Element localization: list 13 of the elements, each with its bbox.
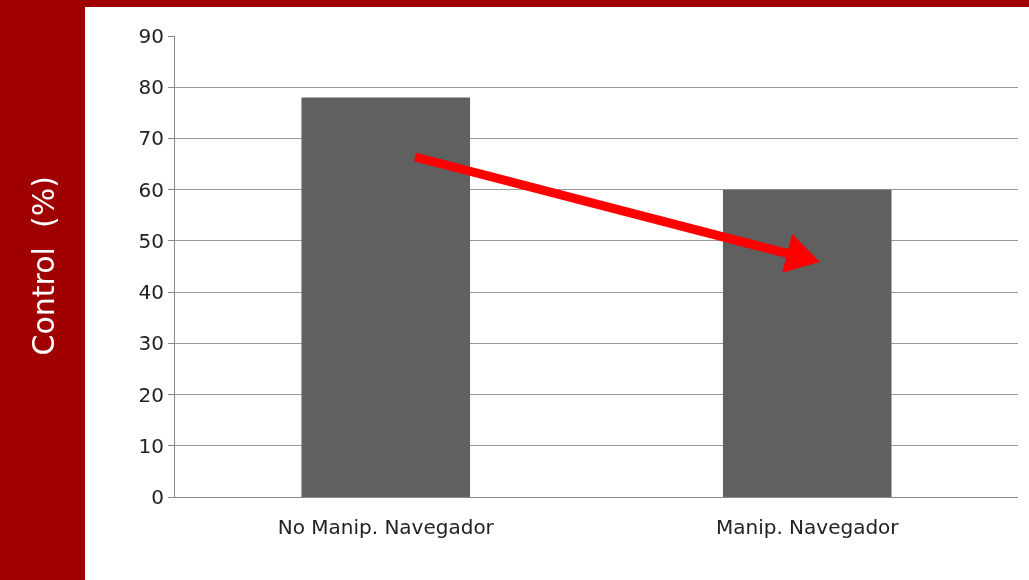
y-tick-label: 90	[138, 24, 164, 48]
x-tick-label: Manip. Navegador	[715, 515, 900, 539]
y-axis-title: Control (%)	[25, 176, 61, 356]
y-tick-label: 60	[138, 177, 164, 202]
y-tick-label: 80	[138, 75, 164, 100]
y-tick-label: 10	[138, 433, 164, 458]
y-tick-label: 20	[138, 382, 164, 407]
x-tick-label: No Manip. Navegador	[277, 515, 495, 539]
y-tick-label: 50	[138, 228, 164, 253]
y-tick-label: 30	[138, 331, 164, 356]
y-tick-label: 0	[151, 485, 164, 509]
y-tick-label: 40	[138, 280, 164, 305]
y-tick-label: 70	[138, 126, 164, 151]
